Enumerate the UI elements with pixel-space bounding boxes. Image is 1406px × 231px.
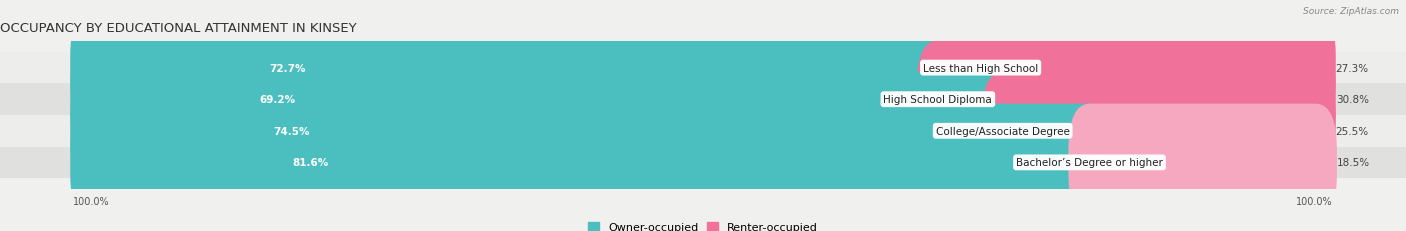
Text: 18.5%: 18.5% — [1337, 158, 1369, 168]
Text: 74.5%: 74.5% — [274, 126, 311, 136]
Text: Less than High School: Less than High School — [924, 63, 1038, 73]
FancyBboxPatch shape — [70, 41, 1336, 158]
FancyBboxPatch shape — [0, 116, 1406, 147]
Text: 30.8%: 30.8% — [1336, 95, 1368, 105]
Text: 27.3%: 27.3% — [1336, 63, 1369, 73]
FancyBboxPatch shape — [70, 41, 959, 158]
FancyBboxPatch shape — [981, 73, 1336, 190]
FancyBboxPatch shape — [0, 147, 1406, 178]
FancyBboxPatch shape — [0, 84, 1406, 116]
Text: OCCUPANCY BY EDUCATIONAL ATTAINMENT IN KINSEY: OCCUPANCY BY EDUCATIONAL ATTAINMENT IN K… — [0, 22, 357, 35]
Text: College/Associate Degree: College/Associate Degree — [936, 126, 1070, 136]
FancyBboxPatch shape — [70, 104, 1336, 221]
Text: High School Diploma: High School Diploma — [883, 95, 993, 105]
FancyBboxPatch shape — [0, 53, 1406, 84]
Text: Bachelor’s Degree or higher: Bachelor’s Degree or higher — [1017, 158, 1163, 168]
FancyBboxPatch shape — [70, 73, 1024, 190]
FancyBboxPatch shape — [70, 10, 1001, 127]
FancyBboxPatch shape — [959, 10, 1336, 127]
Legend: Owner-occupied, Renter-occupied: Owner-occupied, Renter-occupied — [583, 218, 823, 231]
Text: 72.7%: 72.7% — [269, 63, 305, 73]
Text: Source: ZipAtlas.com: Source: ZipAtlas.com — [1303, 7, 1399, 16]
FancyBboxPatch shape — [70, 73, 1336, 190]
Text: 69.2%: 69.2% — [260, 95, 295, 105]
Text: 81.6%: 81.6% — [292, 158, 329, 168]
Text: 100.0%: 100.0% — [73, 196, 110, 206]
FancyBboxPatch shape — [70, 10, 1336, 127]
FancyBboxPatch shape — [917, 41, 1336, 158]
Text: 25.5%: 25.5% — [1336, 126, 1369, 136]
FancyBboxPatch shape — [70, 104, 1111, 221]
FancyBboxPatch shape — [1069, 104, 1337, 221]
Text: 100.0%: 100.0% — [1296, 196, 1333, 206]
